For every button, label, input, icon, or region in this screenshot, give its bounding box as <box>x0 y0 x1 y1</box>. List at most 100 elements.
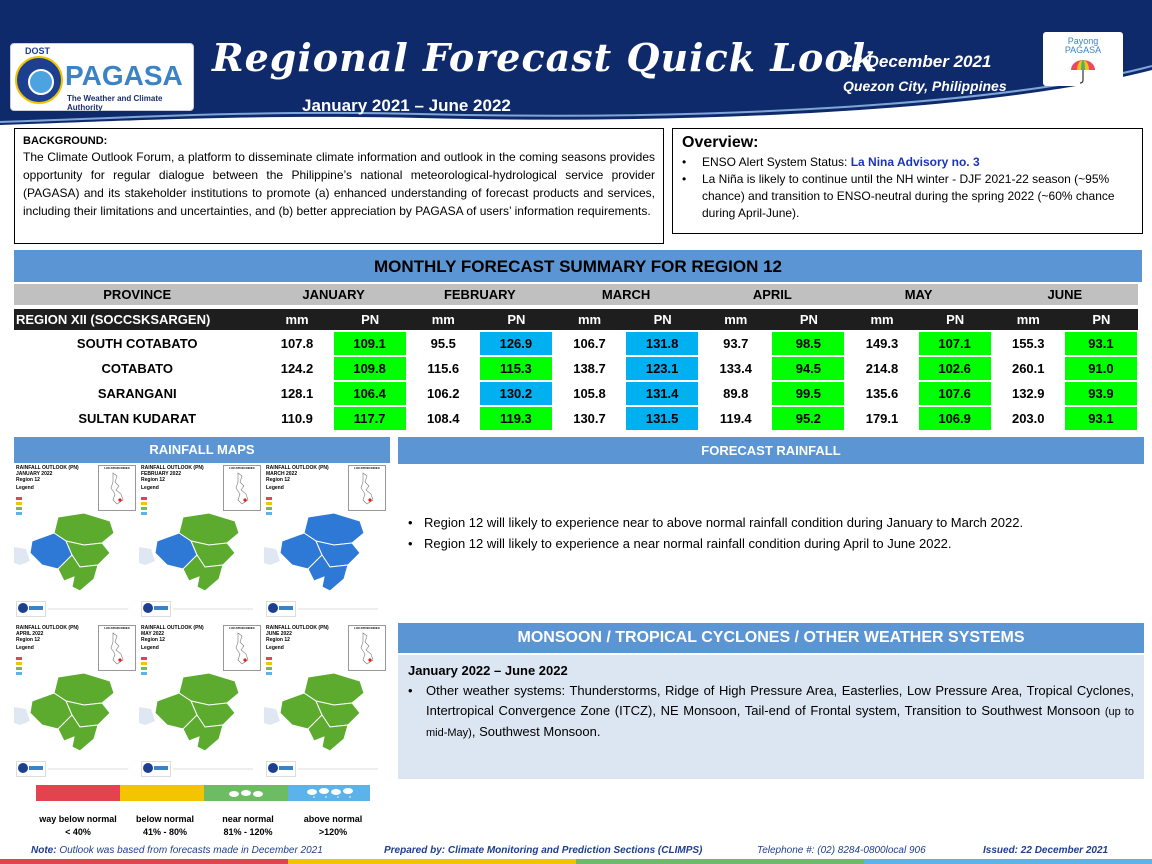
mm-cell: 128.1 <box>280 386 314 401</box>
map-legend-swatch <box>266 662 272 665</box>
issue-date: 22 December 2021 <box>843 52 992 71</box>
map-title-line: RAINFALL OUTLOOK (PN) <box>266 465 329 471</box>
pn-header: PN <box>626 309 700 330</box>
table-body: SOUTH COTABATO 107.8 109.1 95.5 126.9 106.7 13… <box>14 330 1138 430</box>
map-title-line: APRIL 2022 <box>16 631 44 637</box>
footer-stripe-blue <box>864 859 1152 864</box>
monsoon-list: Other weather systems: Thunderstorms, Ri… <box>408 681 1134 743</box>
mm-header: mm <box>260 309 334 330</box>
map-title-line: RAINFALL OUTLOOK (PN) <box>141 465 204 471</box>
mm-cell: 155.3 <box>1011 336 1045 351</box>
mm-cell: 107.8 <box>280 336 314 351</box>
pn-cell: 98.5 <box>772 332 846 355</box>
pn-cell: 119.3 <box>479 407 553 430</box>
pn-cell: 131.8 <box>626 332 700 355</box>
mm-cell: 110.9 <box>281 411 313 426</box>
pn-cell: 93.1 <box>1064 332 1138 355</box>
pn-header: PN <box>333 309 407 330</box>
map-legend-swatch <box>141 507 147 510</box>
location-index-inset: LOCATION INDEX <box>223 465 261 511</box>
wordmark-bar-icon <box>29 606 43 610</box>
map-legend-swatch <box>16 672 22 675</box>
footer-note-text: Outlook was based from forecasts made in… <box>56 845 323 856</box>
legend-near: near normal 81% - 120% <box>203 813 293 839</box>
payong-line1: Payong <box>1067 36 1099 46</box>
location-index-inset: LOCATION INDEX <box>98 625 136 671</box>
legend-range: >120% <box>318 827 348 837</box>
pagasa-seal-icon <box>15 56 63 104</box>
map-legend-swatch <box>141 657 147 660</box>
map-title-line: MAY 2022 <box>141 631 165 637</box>
map-legend-swatch <box>16 502 22 505</box>
mm-header: mm <box>552 309 627 330</box>
mm-cell: 135.6 <box>865 386 899 401</box>
legend-bar <box>36 785 370 801</box>
footer: Note: Outlook was based from forecasts m… <box>0 843 1152 861</box>
mm-cell: 130.7 <box>573 411 606 426</box>
map-title-line: JUNE 2022 <box>266 631 292 637</box>
pn-cell: 107.1 <box>918 332 992 355</box>
mm-cell: 95.5 <box>430 336 456 351</box>
month-header: MARCH <box>552 284 700 305</box>
wordmark-bar-icon <box>279 766 293 770</box>
monsoon-heading: MONSOON / TROPICAL CYCLONES / OTHER WEAT… <box>398 623 1144 653</box>
pagasa-logo-small <box>141 601 171 617</box>
table-title: MONTHLY FORECAST SUMMARY FOR REGION 12 <box>14 250 1142 282</box>
background-box: BACKGROUND: The Climate Outlook Forum, a… <box>14 128 664 244</box>
footer-note: Note: Outlook was based from forecasts m… <box>31 845 323 856</box>
inset-label: LOCATION INDEX <box>354 626 380 630</box>
rainfall-map: RAINFALL OUTLOOK (PN) JANUARY 2022 Region … <box>14 463 136 618</box>
month-header: FEBRUARY <box>406 284 553 305</box>
pn-cell: 102.6 <box>918 357 992 380</box>
map-title-line: RAINFALL OUTLOOK (PN) <box>266 625 329 631</box>
seal-icon <box>143 603 153 613</box>
background-heading: BACKGROUND: <box>23 135 108 147</box>
pn-cell: 131.4 <box>626 382 700 405</box>
philippines-icon <box>110 632 124 665</box>
map-legend-swatch <box>266 672 272 675</box>
map-title: RAINFALL OUTLOOK (PN) APRIL 2022 Region 12… <box>16 625 79 651</box>
mm-cell: 106.7 <box>573 336 606 351</box>
footer-issued: Issued: 22 December 2021 <box>983 845 1109 856</box>
mm-cell: 214.8 <box>865 361 899 376</box>
map-legend-swatch <box>266 497 272 500</box>
mm-cell: 89.8 <box>723 386 749 401</box>
mm-cell: 138.7 <box>573 361 606 376</box>
legend-range: 81% - 120% <box>223 827 273 837</box>
page-title: Regional Forecast Quick Look <box>212 35 879 80</box>
map-title-line: Region 12 <box>266 477 290 483</box>
map-title-line: Region 12 <box>141 637 165 643</box>
map-scale-bar <box>48 768 128 770</box>
philippines-icon <box>110 472 124 505</box>
pn-cell: 93.1 <box>1064 407 1138 430</box>
province-cell: SULTAN KUDARAT <box>78 411 197 426</box>
header-background <box>0 0 1152 125</box>
rainfall-map: RAINFALL OUTLOOK (PN) FEBRUARY 2022 Region… <box>139 463 261 618</box>
pn-cell: 115.3 <box>479 357 553 380</box>
footer-telephone: Telephone #: (02) 8284-0800local 906 <box>757 845 926 856</box>
map-title-line: RAINFALL OUTLOOK (PN) <box>141 625 204 631</box>
seal-icon <box>18 603 28 613</box>
pn-cell: 93.9 <box>1064 382 1138 405</box>
legend-label: below normal <box>135 814 194 824</box>
pn-cell: 117.7 <box>333 407 407 430</box>
mm-cell: 260.1 <box>1011 361 1045 376</box>
map-title: RAINFALL OUTLOOK (PN) MAY 2022 Region 12 Le… <box>141 625 204 651</box>
map-legend-label: Legend <box>266 485 284 491</box>
map-legend-swatch <box>16 667 22 670</box>
mm-cell: 108.4 <box>426 411 460 426</box>
monsoon-text-note: (up to mid-May) <box>426 706 1134 739</box>
map-legend-swatch <box>16 662 22 665</box>
seal-icon <box>268 603 278 613</box>
overview-heading: Overview: <box>682 134 759 151</box>
map-legend-swatch <box>266 667 272 670</box>
legend-label: above normal <box>303 814 363 824</box>
pn-header: PN <box>772 309 846 330</box>
mm-cell: 132.9 <box>1011 386 1045 401</box>
map-title-line: JANUARY 2022 <box>16 471 53 477</box>
footer-stripe-yellow <box>288 859 576 864</box>
map-title-line: RAINFALL OUTLOOK (PN) <box>16 465 79 471</box>
payong-line2: PAGASA <box>1064 45 1102 55</box>
monsoon-text: Other weather systems: Thunderstorms, Ri… <box>426 683 1134 718</box>
seal-icon <box>143 763 153 773</box>
